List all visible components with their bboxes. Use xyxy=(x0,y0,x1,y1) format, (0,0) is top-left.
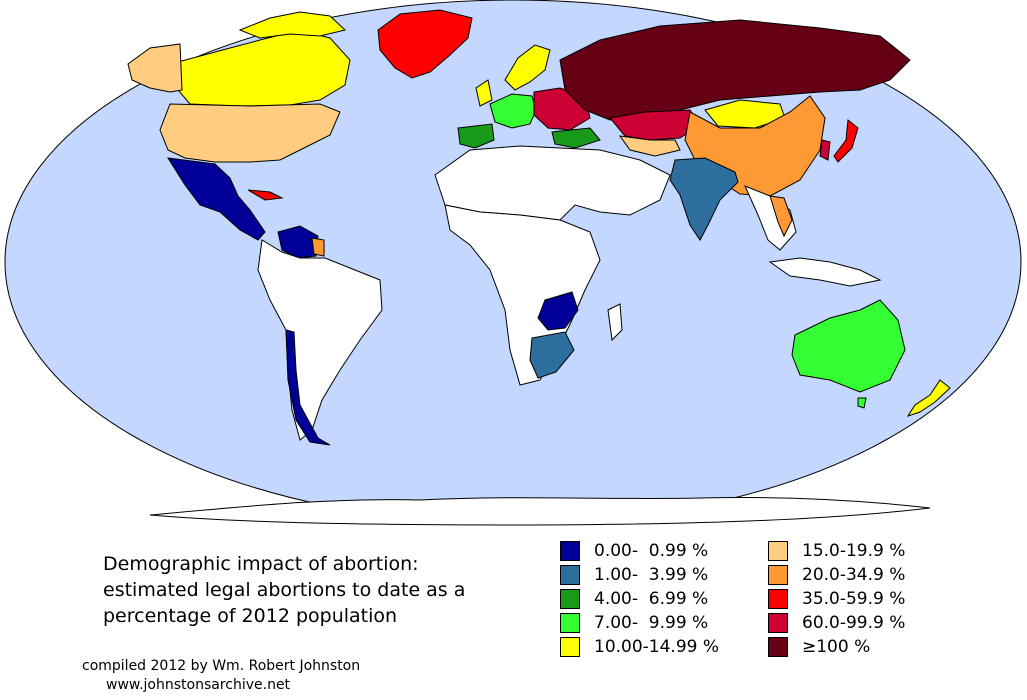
credit: compiled 2012 by Wm. Robert Johnston www… xyxy=(82,657,360,695)
region-madagascar xyxy=(607,303,623,342)
legend-label: 60.0-99.9 % xyxy=(802,613,906,633)
legend-label: 7.00- 9.99 % xyxy=(594,613,709,633)
region-mexico xyxy=(167,157,266,241)
region-alaska xyxy=(127,43,183,93)
region-south-africa xyxy=(529,331,575,379)
legend-swatch xyxy=(768,589,788,609)
region-usa xyxy=(159,103,341,163)
region-antarctica xyxy=(149,496,931,526)
legend-swatch xyxy=(560,589,580,609)
credit-line-2: www.johnstonsarchive.net xyxy=(106,677,291,693)
region-canada xyxy=(177,29,351,107)
region-cuba xyxy=(247,189,284,201)
legend-swatch xyxy=(768,565,788,585)
legend-item: 20.0-34.9 % xyxy=(768,565,905,585)
region-guyana xyxy=(311,237,325,257)
region-turkey xyxy=(551,127,601,149)
credit-line-1: compiled 2012 by Wm. Robert Johnston xyxy=(82,658,361,674)
legend-item: 10.00-14.99 % xyxy=(560,637,719,657)
title-line-1: Demographic impact of abortion: xyxy=(103,553,419,575)
region-scandinavia xyxy=(504,44,551,91)
legend-label: 20.0-34.9 % xyxy=(802,565,906,585)
region-indonesia xyxy=(768,257,882,287)
region-russia xyxy=(559,19,911,121)
legend-label: ≥100 % xyxy=(802,637,871,657)
legend-label: 4.00- 6.99 % xyxy=(594,589,709,609)
legend-item: 7.00- 9.99 % xyxy=(560,613,708,633)
legend-label: 10.00-14.99 % xyxy=(594,637,720,657)
legend-swatch xyxy=(560,565,580,585)
title-line-3: percentage of 2012 population xyxy=(103,605,398,627)
region-south-america xyxy=(257,239,383,441)
region-western-europe xyxy=(489,93,537,129)
legend-swatch xyxy=(560,613,580,633)
region-greenland xyxy=(377,9,473,79)
region-japan xyxy=(833,119,859,163)
legend-label: 1.00- 3.99 % xyxy=(594,565,709,585)
region-india xyxy=(669,157,739,241)
legend-swatch xyxy=(768,637,788,657)
legend-swatch xyxy=(560,637,580,657)
legend-swatch xyxy=(768,541,788,561)
region-vietnam xyxy=(769,195,793,238)
region-tasmania xyxy=(857,397,867,409)
legend-item: ≥100 % xyxy=(768,637,870,657)
legend-item: 15.0-19.9 % xyxy=(768,541,905,561)
world-map xyxy=(4,0,1022,526)
legend-swatch xyxy=(768,613,788,633)
legend-item: 4.00- 6.99 % xyxy=(560,589,708,609)
legend-item: 35.0-59.9 % xyxy=(768,589,905,609)
legend-item: 1.00- 3.99 % xyxy=(560,565,708,585)
title-line-2: estimated legal abortions to date as a xyxy=(103,579,466,601)
region-korea xyxy=(819,139,831,161)
legend-swatch xyxy=(560,541,580,561)
map-title: Demographic impact of abortion: estimate… xyxy=(103,551,533,629)
legend-item: 0.00- 0.99 % xyxy=(560,541,708,561)
region-chile xyxy=(285,329,331,446)
region-southern-africa-low xyxy=(537,291,579,331)
region-venezuela xyxy=(277,225,319,259)
region-central-asia xyxy=(618,135,681,157)
region-uk xyxy=(475,79,493,107)
region-new-zealand xyxy=(906,379,951,417)
legend-item: 60.0-99.9 % xyxy=(768,613,905,633)
region-canada-arctic xyxy=(238,11,347,39)
legend-label: 35.0-59.9 % xyxy=(802,589,906,609)
legend-label: 0.00- 0.99 % xyxy=(594,541,709,561)
legend-label: 15.0-19.9 % xyxy=(802,541,906,561)
region-australia xyxy=(791,299,906,393)
region-iberia xyxy=(457,123,495,149)
